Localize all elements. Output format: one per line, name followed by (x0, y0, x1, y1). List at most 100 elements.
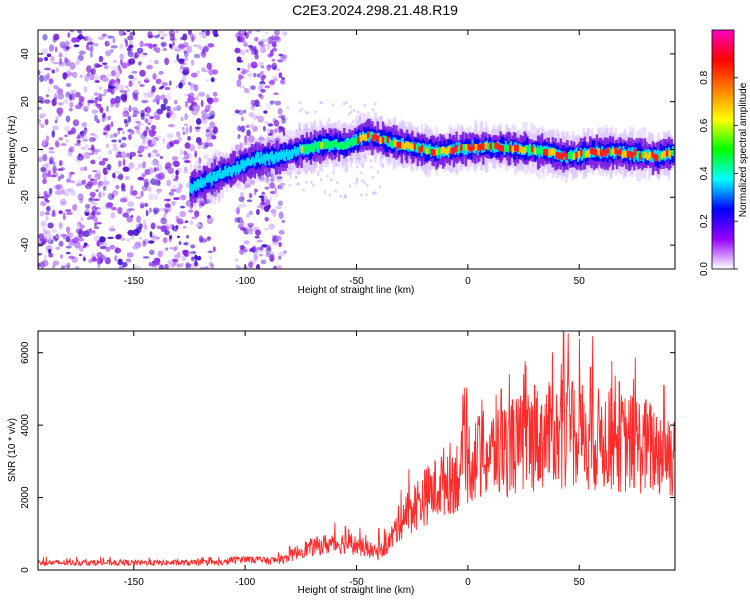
ridge-core-cell (572, 153, 576, 160)
ridge-cell (256, 151, 259, 163)
noise-speck (142, 219, 147, 226)
noise-speck (259, 246, 264, 251)
noise-speck (176, 218, 184, 225)
noise-speck (332, 170, 335, 175)
noise-speck (143, 181, 150, 188)
noise-speck (86, 216, 92, 221)
ridge-core-cell (526, 144, 529, 152)
ridge-cell (264, 154, 267, 166)
noise-speck (184, 123, 188, 127)
noise-speck (58, 210, 63, 215)
ridge-core-cell (482, 143, 485, 151)
noise-speck (60, 198, 67, 206)
noise-speck (156, 258, 161, 266)
noise-speck (165, 208, 168, 215)
ridge-core-cell (433, 149, 436, 157)
noise-speck (197, 165, 201, 169)
noise-speck (38, 252, 43, 256)
noise-speck (172, 41, 176, 47)
ridge-core-cell (325, 141, 328, 148)
noise-speck (206, 134, 213, 141)
noise-speck (165, 198, 171, 202)
noise-speck (190, 86, 194, 92)
noise-speck (205, 93, 210, 100)
ridge-core-cell (477, 144, 480, 151)
noise-speck (132, 110, 140, 115)
noise-speck (252, 245, 256, 252)
noise-speck (148, 143, 154, 148)
noise-speck (121, 261, 128, 268)
noise-speck (278, 251, 286, 257)
noise-speck (195, 255, 199, 261)
noise-speck (64, 263, 69, 268)
noise-speck (83, 86, 88, 93)
noise-speck (142, 178, 149, 182)
noise-speck (51, 69, 56, 74)
noise-speck (239, 191, 245, 200)
noise-speck (69, 72, 74, 76)
noise-speck (198, 157, 202, 164)
noise-speck (54, 140, 59, 148)
noise-speck (106, 105, 109, 112)
snr-y-axis-label: SNR (10 * v/v) (7, 418, 18, 482)
noise-speck (52, 165, 57, 174)
noise-speck (39, 97, 46, 105)
noise-speck (157, 33, 161, 38)
ridge-cell (217, 170, 220, 178)
noise-speck (358, 118, 362, 122)
noise-speck (92, 215, 98, 223)
noise-speck (68, 107, 73, 112)
noise-speck (371, 175, 375, 179)
noise-speck (356, 110, 360, 114)
noise-speck (370, 165, 373, 169)
noise-speck (256, 239, 263, 243)
noise-speck (296, 171, 300, 175)
noise-speck (107, 192, 115, 201)
noise-speck (128, 133, 132, 141)
noise-speck (263, 227, 269, 231)
noise-speck (264, 120, 269, 125)
noise-speck (210, 77, 215, 83)
noise-speck (53, 84, 59, 90)
noise-speck (246, 199, 253, 203)
noise-speck (47, 248, 52, 254)
noise-speck (379, 116, 382, 120)
noise-speck (202, 46, 209, 53)
noise-speck (40, 200, 47, 207)
noise-speck (148, 240, 155, 244)
noise-speck (54, 46, 58, 53)
noise-speck (87, 174, 92, 180)
ridge-core-cell (614, 147, 618, 154)
noise-speck (268, 223, 275, 230)
noise-speck (356, 157, 360, 161)
noise-speck (98, 55, 104, 63)
noise-speck (211, 217, 216, 221)
ridge-cell (293, 146, 296, 154)
noise-speck (44, 230, 51, 235)
ridge-cell (297, 147, 300, 155)
noise-speck (251, 259, 257, 264)
noise-speck (140, 190, 144, 197)
noise-speck (46, 192, 52, 197)
noise-speck (363, 103, 367, 107)
noise-speck (277, 200, 284, 207)
noise-speck (185, 261, 190, 268)
noise-speck (328, 193, 332, 197)
noise-speck (302, 188, 305, 192)
noise-speck (76, 179, 82, 185)
noise-speck (153, 166, 157, 173)
noise-speck (89, 197, 93, 201)
ridge-cell (198, 180, 201, 188)
noise-speck (168, 30, 175, 37)
noise-speck (102, 167, 109, 176)
noise-speck (276, 176, 283, 180)
ridge-core-cell (411, 143, 414, 151)
noise-speck (267, 64, 274, 68)
ridge-core-cell (379, 137, 382, 144)
noise-speck (240, 203, 247, 208)
noise-speck (83, 129, 88, 135)
ridge-core-cell (621, 151, 625, 158)
noise-speck (107, 35, 115, 39)
noise-speck (150, 222, 156, 230)
noise-speck (84, 211, 90, 216)
